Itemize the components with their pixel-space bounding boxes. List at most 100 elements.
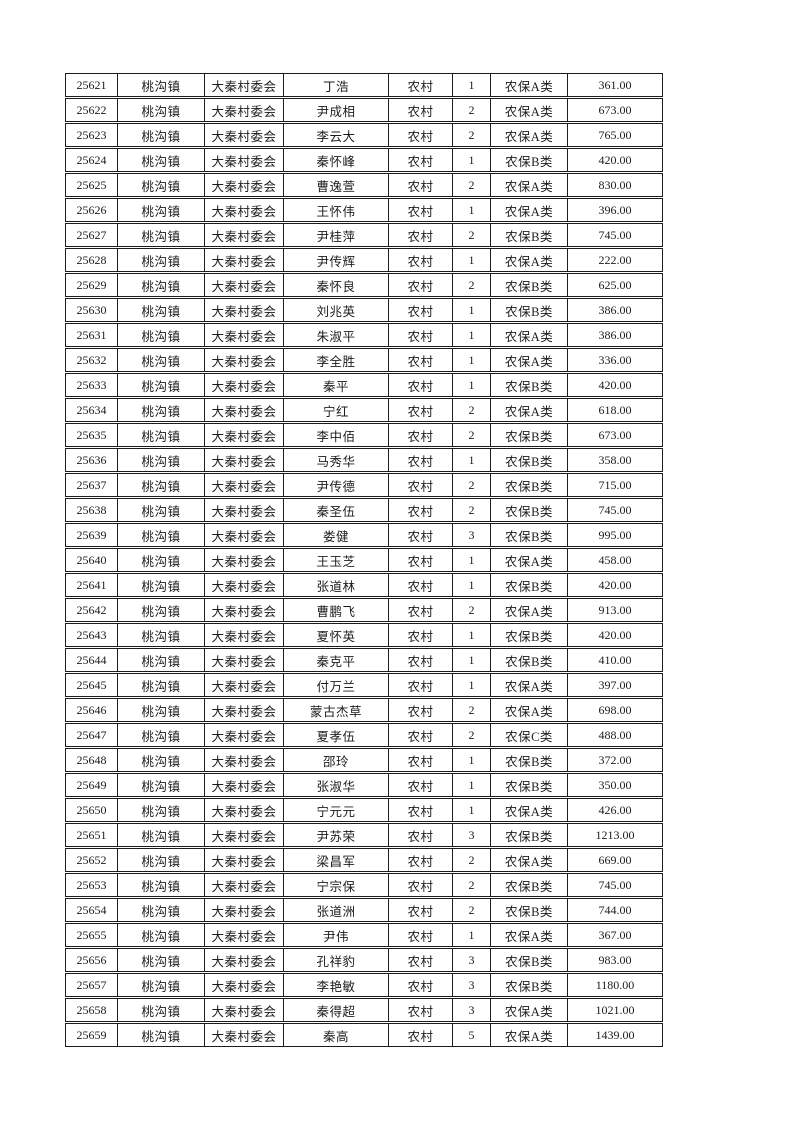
cell-category: 农保C类 — [491, 724, 568, 746]
table-row: 25640 桃沟镇 大秦村委会 王玉芝 农村 1 农保A类 458.00 — [65, 548, 663, 572]
cell-village: 大秦村委会 — [205, 1024, 284, 1046]
cell-id: 25643 — [66, 624, 118, 646]
cell-category: 农保B类 — [491, 474, 568, 496]
cell-category: 农保B类 — [491, 749, 568, 771]
cell-name: 秦怀良 — [284, 274, 389, 296]
cell-residence: 农村 — [389, 249, 453, 271]
cell-town: 桃沟镇 — [118, 424, 205, 446]
table-row: 25641 桃沟镇 大秦村委会 张道林 农村 1 农保B类 420.00 — [65, 573, 663, 597]
cell-amount: 386.00 — [598, 302, 632, 317]
cell-amount: 396.00 — [598, 202, 632, 217]
cell-name: 王怀伟 — [284, 199, 389, 221]
cell-name: 宁红 — [284, 399, 389, 421]
cell-category: 农保B类 — [491, 524, 568, 546]
cell-village: 大秦村委会 — [205, 299, 284, 321]
cell-id: 25631 — [66, 324, 118, 346]
cell-residence: 农村 — [389, 1024, 453, 1046]
cell-id: 25629 — [66, 274, 118, 296]
cell-town: 桃沟镇 — [118, 124, 205, 146]
cell-category: 农保A类 — [491, 249, 568, 271]
cell-residence: 农村 — [389, 699, 453, 721]
cell-category: 农保B类 — [491, 899, 568, 921]
cell-town: 桃沟镇 — [118, 524, 205, 546]
cell-count: 1 — [453, 199, 491, 221]
cell-id: 25652 — [66, 849, 118, 871]
cell-category: 农保A类 — [491, 174, 568, 196]
cell-town: 桃沟镇 — [118, 249, 205, 271]
cell-village: 大秦村委会 — [205, 799, 284, 821]
cell-category: 农保B类 — [491, 499, 568, 521]
table-row: 25651 桃沟镇 大秦村委会 尹苏荣 农村 3 农保B类 1213.00 — [65, 823, 663, 847]
cell-town: 桃沟镇 — [118, 624, 205, 646]
cell-town: 桃沟镇 — [118, 649, 205, 671]
cell-id: 25626 — [66, 199, 118, 221]
cell-amount: 625.00 — [598, 277, 632, 292]
cell-town: 桃沟镇 — [118, 299, 205, 321]
cell-town: 桃沟镇 — [118, 474, 205, 496]
cell-amount: 420.00 — [598, 627, 632, 642]
cell-name: 秦高 — [284, 1024, 389, 1046]
cell-amount: 1439.00 — [595, 1027, 635, 1042]
cell-name: 付万兰 — [284, 674, 389, 696]
cell-town: 桃沟镇 — [118, 549, 205, 571]
cell-residence: 农村 — [389, 774, 453, 796]
cell-name: 秦克平 — [284, 649, 389, 671]
cell-name: 张道洲 — [284, 899, 389, 921]
cell-id: 25640 — [66, 549, 118, 571]
cell-village: 大秦村委会 — [205, 749, 284, 771]
cell-village: 大秦村委会 — [205, 949, 284, 971]
cell-name: 夏孝伍 — [284, 724, 389, 746]
cell-name: 曹鹏飞 — [284, 599, 389, 621]
cell-amount: 372.00 — [598, 752, 632, 767]
cell-id: 25638 — [66, 499, 118, 521]
table-row: 25650 桃沟镇 大秦村委会 宁元元 农村 1 农保A类 426.00 — [65, 798, 663, 822]
cell-residence: 农村 — [389, 649, 453, 671]
cell-id: 25633 — [66, 374, 118, 396]
cell-amount: 410.00 — [598, 652, 632, 667]
cell-village: 大秦村委会 — [205, 124, 284, 146]
cell-id: 25630 — [66, 299, 118, 321]
cell-residence: 农村 — [389, 974, 453, 996]
table-row: 25652 桃沟镇 大秦村委会 梁昌军 农村 2 农保A类 669.00 — [65, 848, 663, 872]
cell-amount: 336.00 — [598, 352, 632, 367]
cell-residence: 农村 — [389, 799, 453, 821]
table-row: 25623 桃沟镇 大秦村委会 李云大 农村 2 农保A类 765.00 — [65, 123, 663, 147]
cell-id: 25635 — [66, 424, 118, 446]
cell-amount: 1180.00 — [595, 977, 635, 992]
cell-id: 25655 — [66, 924, 118, 946]
cell-residence: 农村 — [389, 299, 453, 321]
cell-town: 桃沟镇 — [118, 874, 205, 896]
cell-name: 尹传辉 — [284, 249, 389, 271]
cell-count: 1 — [453, 574, 491, 596]
cell-residence: 农村 — [389, 724, 453, 746]
cell-town: 桃沟镇 — [118, 399, 205, 421]
cell-amount: 715.00 — [598, 477, 632, 492]
cell-category: 农保A类 — [491, 599, 568, 621]
cell-id: 25649 — [66, 774, 118, 796]
cell-residence: 农村 — [389, 349, 453, 371]
cell-amount: 367.00 — [598, 927, 632, 942]
table-row: 25649 桃沟镇 大秦村委会 张淑华 农村 1 农保B类 350.00 — [65, 773, 663, 797]
cell-amount: 426.00 — [598, 802, 632, 817]
cell-name: 蒙古杰草 — [284, 699, 389, 721]
cell-name: 娄健 — [284, 524, 389, 546]
cell-category: 农保A类 — [491, 849, 568, 871]
cell-category: 农保A类 — [491, 1024, 568, 1046]
cell-residence: 农村 — [389, 624, 453, 646]
cell-count: 1 — [453, 74, 491, 96]
cell-town: 桃沟镇 — [118, 599, 205, 621]
cell-category: 农保A类 — [491, 999, 568, 1021]
cell-name: 梁昌军 — [284, 849, 389, 871]
cell-id: 25648 — [66, 749, 118, 771]
cell-residence: 农村 — [389, 324, 453, 346]
table-row: 25655 桃沟镇 大秦村委会 尹伟 农村 1 农保A类 367.00 — [65, 923, 663, 947]
cell-category: 农保B类 — [491, 374, 568, 396]
cell-village: 大秦村委会 — [205, 399, 284, 421]
cell-category: 农保A类 — [491, 349, 568, 371]
cell-amount: 397.00 — [598, 677, 632, 692]
cell-category: 农保A类 — [491, 199, 568, 221]
cell-count: 2 — [453, 849, 491, 871]
cell-village: 大秦村委会 — [205, 624, 284, 646]
cell-village: 大秦村委会 — [205, 474, 284, 496]
cell-village: 大秦村委会 — [205, 699, 284, 721]
